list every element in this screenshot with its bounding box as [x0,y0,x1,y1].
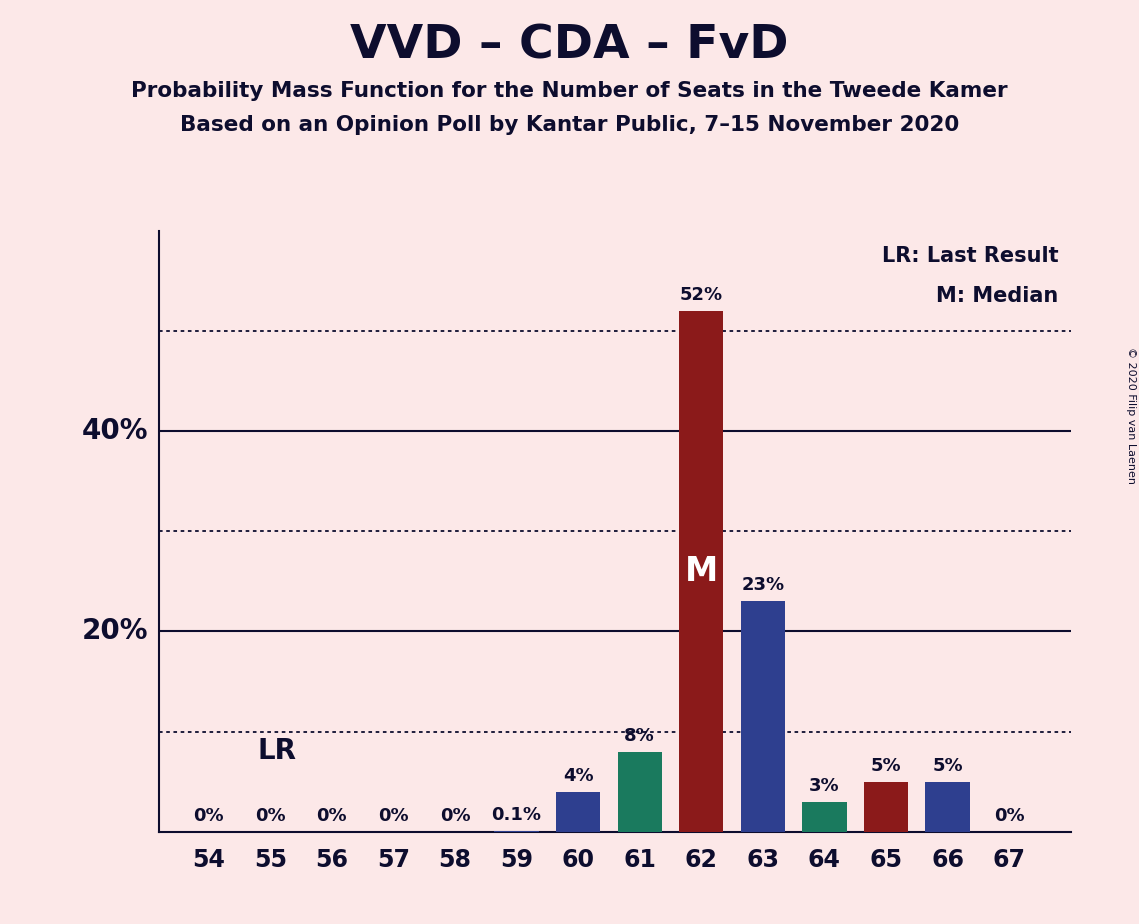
Bar [617,751,662,832]
Bar [556,792,600,832]
Text: 3%: 3% [809,776,839,795]
Text: 4%: 4% [563,767,593,784]
Text: LR: Last Result: LR: Last Result [882,246,1058,266]
Text: VVD – CDA – FvD: VVD – CDA – FvD [351,23,788,68]
Text: 20%: 20% [82,617,148,645]
Text: 0.1%: 0.1% [492,806,541,823]
Bar [863,782,908,832]
Text: 0%: 0% [378,807,409,824]
Text: 0%: 0% [994,807,1024,824]
Text: LR: LR [257,736,297,764]
Text: M: M [685,554,718,588]
Text: Probability Mass Function for the Number of Seats in the Tweede Kamer: Probability Mass Function for the Number… [131,81,1008,102]
Text: © 2020 Filip van Laenen: © 2020 Filip van Laenen [1126,347,1136,484]
Text: 23%: 23% [741,577,785,594]
Bar [925,782,969,832]
Bar [802,801,846,832]
Text: 0%: 0% [194,807,224,824]
Text: 52%: 52% [680,286,723,304]
Bar [679,311,723,832]
Text: 40%: 40% [82,418,148,445]
Text: Based on an Opinion Poll by Kantar Public, 7–15 November 2020: Based on an Opinion Poll by Kantar Publi… [180,115,959,135]
Text: 0%: 0% [255,807,286,824]
Text: 5%: 5% [870,757,901,774]
Bar [494,831,539,832]
Text: M: Median: M: Median [936,286,1058,306]
Text: 5%: 5% [932,757,962,774]
Text: 0%: 0% [440,807,470,824]
Text: 8%: 8% [624,726,655,745]
Bar [740,602,785,832]
Text: 0%: 0% [317,807,347,824]
